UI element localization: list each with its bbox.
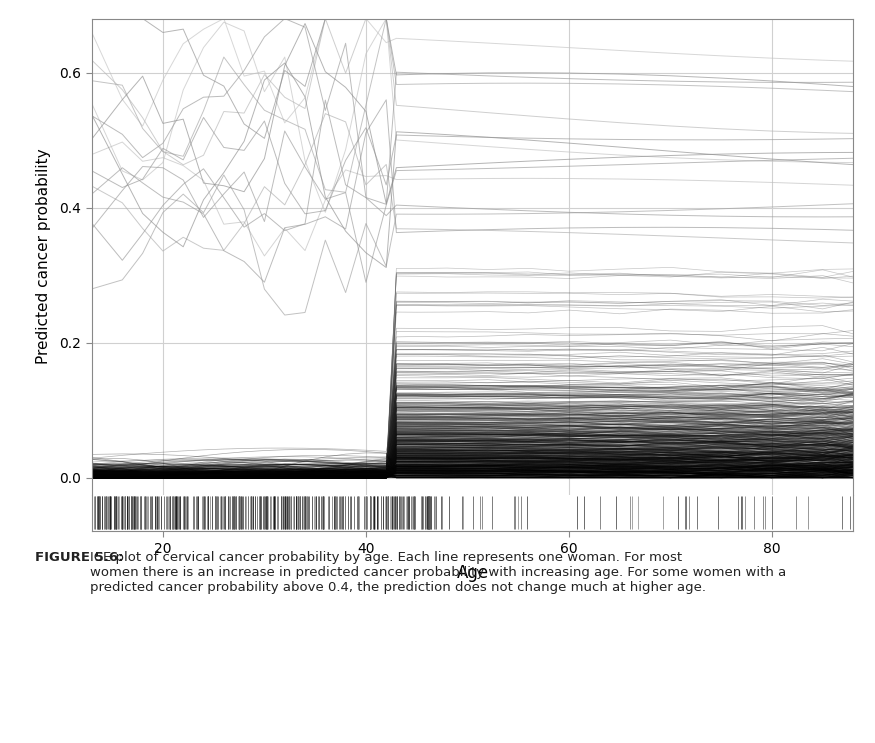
Text: FIGURE 5.6:: FIGURE 5.6: [35, 551, 128, 564]
Y-axis label: Predicted cancer probability: Predicted cancer probability [36, 149, 51, 364]
Text: ICE plot of cervical cancer probability by age. Each line represents one woman. : ICE plot of cervical cancer probability … [90, 551, 787, 594]
X-axis label: Age: Age [457, 564, 488, 582]
